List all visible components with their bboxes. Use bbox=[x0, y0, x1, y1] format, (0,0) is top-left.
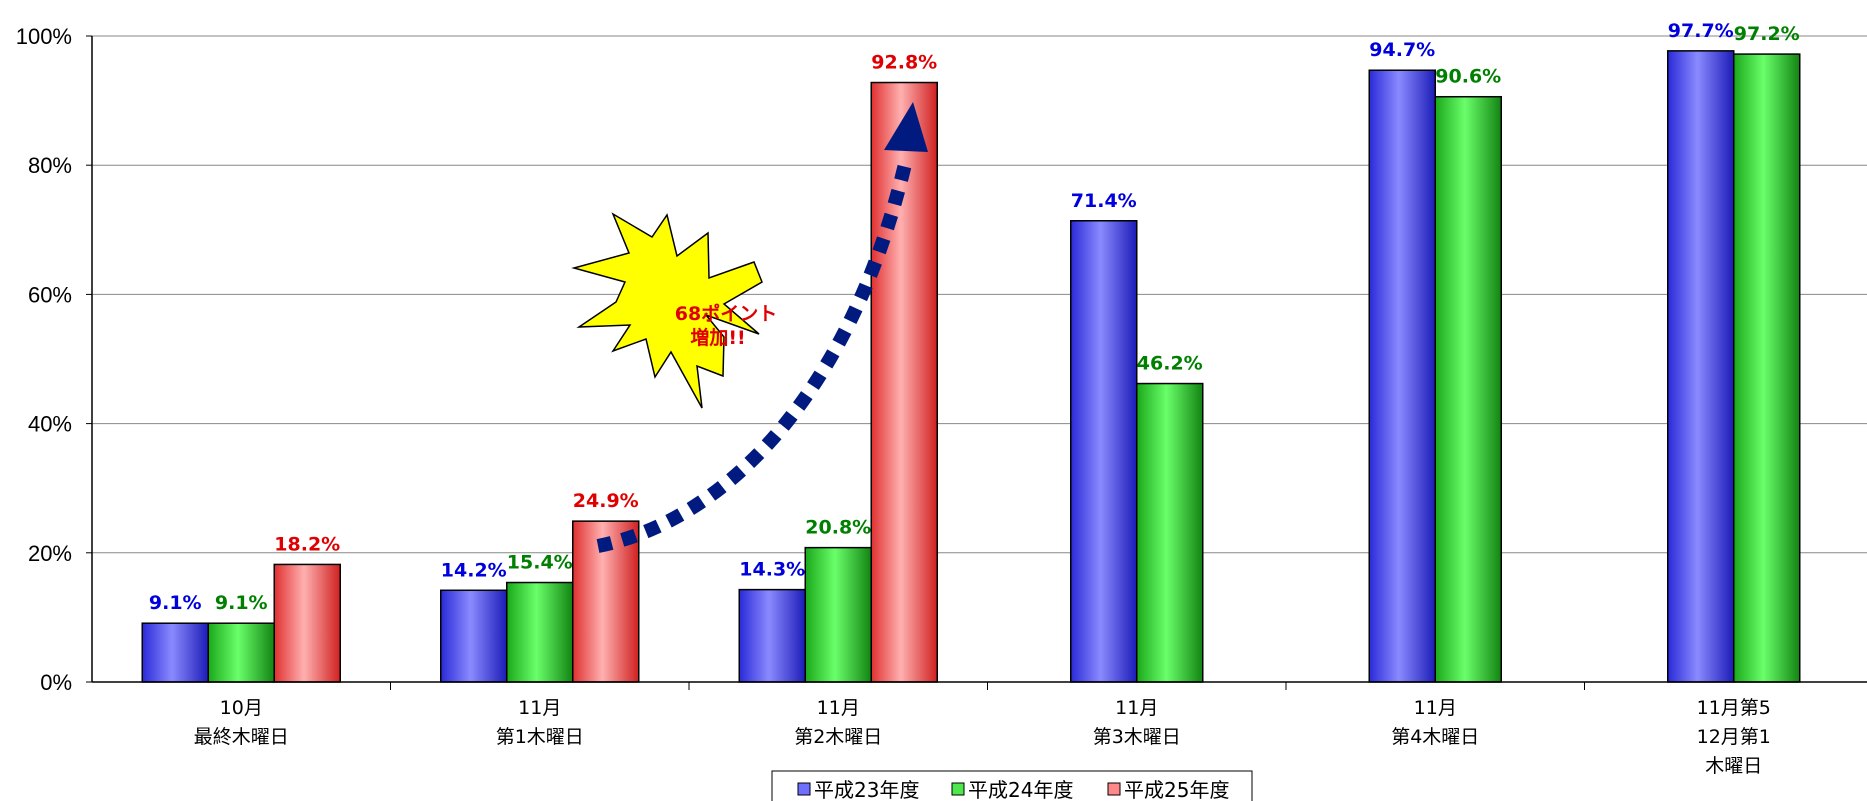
bar-h23-3 bbox=[1070, 220, 1138, 683]
data-label-h23-3: 71.4% bbox=[1071, 190, 1137, 212]
bar-h23-0 bbox=[141, 622, 209, 683]
data-label-h23-4: 94.7% bbox=[1369, 39, 1435, 61]
starburst-callout bbox=[571, 212, 763, 409]
data-label-h25-0: 18.2% bbox=[274, 533, 340, 555]
y-tick-label: 100% bbox=[16, 24, 72, 49]
x-category-label: 12月第1 bbox=[1697, 726, 1771, 748]
callout-text-line2: 増加!! bbox=[690, 326, 745, 349]
data-labels: 9.1% 9.1% 18.2% 14.2% 15.4% 24.9% 14.3%20.8% 92… bbox=[149, 20, 1800, 614]
data-label-h24-1: 15.4% bbox=[507, 552, 573, 574]
y-tick-label: 0% bbox=[40, 670, 72, 695]
x-category-label: 11月 bbox=[817, 697, 860, 719]
bar-h23-1 bbox=[440, 589, 508, 683]
data-label-h25-2: 92.8% bbox=[871, 52, 937, 74]
data-label-h23-2: 14.3% bbox=[739, 559, 805, 581]
y-axis: 0% 20% 40% 60% 80% 100% bbox=[16, 24, 93, 695]
bar-h24-2 bbox=[804, 546, 872, 683]
x-category-label: 第4木曜日 bbox=[1391, 726, 1479, 748]
data-label-h24-3: 46.2% bbox=[1137, 353, 1203, 375]
bar-h24-3 bbox=[1136, 382, 1204, 683]
increase-arrow bbox=[596, 158, 913, 553]
annotation: 68ポイント 増加!! bbox=[571, 102, 928, 553]
x-category-label: 10月 bbox=[220, 697, 263, 719]
bars bbox=[141, 50, 1801, 683]
bar-h23-2 bbox=[738, 588, 806, 683]
data-label-h23-5: 97.7% bbox=[1668, 20, 1734, 42]
x-category-label: 11月 bbox=[1115, 697, 1158, 719]
bar-h24-4 bbox=[1434, 95, 1502, 683]
y-tick-label: 20% bbox=[28, 541, 72, 566]
y-tick-label: 40% bbox=[28, 412, 72, 437]
x-category-label: 最終木曜日 bbox=[194, 726, 289, 748]
data-label-h24-4: 90.6% bbox=[1435, 66, 1501, 88]
bar-h24-5 bbox=[1733, 53, 1801, 683]
bar-h24-0 bbox=[207, 622, 275, 683]
legend: 平成23年度 平成24年度 平成25年度 bbox=[771, 770, 1253, 801]
increase-arrowhead bbox=[884, 102, 928, 152]
legend-label-h24: 平成24年度 bbox=[968, 778, 1073, 801]
x-category-label: 木曜日 bbox=[1705, 755, 1762, 777]
legend-box bbox=[771, 770, 1253, 801]
legend-label-h23: 平成23年度 bbox=[814, 778, 919, 801]
x-category-label: 第2木曜日 bbox=[794, 726, 882, 748]
bar-h24-1 bbox=[506, 581, 574, 683]
legend-label-h25: 平成25年度 bbox=[1124, 778, 1229, 801]
data-label-h25-1: 24.9% bbox=[573, 490, 639, 512]
y-tick-label: 60% bbox=[28, 282, 72, 307]
x-category-label: 11月第5 bbox=[1697, 697, 1771, 719]
legend-swatch-h23 bbox=[797, 782, 811, 796]
data-label-h24-2: 20.8% bbox=[805, 517, 871, 539]
x-category-label: 第1木曜日 bbox=[496, 726, 584, 748]
bar-h25-0 bbox=[273, 563, 341, 683]
legend-swatch-h24 bbox=[951, 782, 965, 796]
data-label-h23-0: 9.1% bbox=[149, 592, 202, 614]
data-label-h24-5: 97.2% bbox=[1734, 23, 1800, 45]
data-label-h24-0: 9.1% bbox=[215, 592, 268, 614]
bar-h25-2 bbox=[870, 81, 938, 683]
gridlines bbox=[92, 35, 1867, 554]
legend-swatch-h25 bbox=[1107, 782, 1121, 796]
x-category-label: 11月 bbox=[1414, 697, 1457, 719]
y-tick-label: 80% bbox=[28, 153, 72, 178]
x-category-label: 11月 bbox=[518, 697, 561, 719]
bar-h23-5 bbox=[1667, 50, 1735, 683]
bar-h23-4 bbox=[1368, 69, 1436, 683]
x-category-label: 第3木曜日 bbox=[1093, 726, 1181, 748]
data-label-h23-1: 14.2% bbox=[441, 559, 507, 581]
callout-text-line1: 68ポイント bbox=[675, 302, 777, 325]
